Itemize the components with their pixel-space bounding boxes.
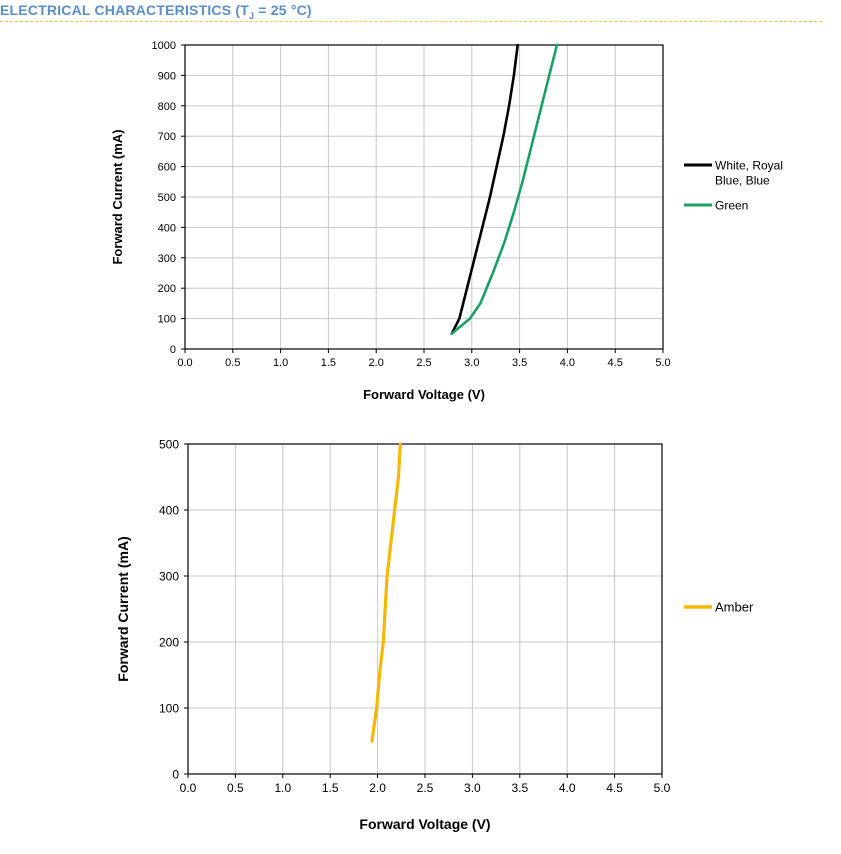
y-tick-label: 800 — [158, 101, 176, 113]
iv-chart-white-green: 0.0 0.5 1.0 1.5 2.0 2.5 3.0 3.5 4.0 4.5 5.0 0 100 200… — [110, 40, 783, 402]
y-tick-label: 700 — [158, 131, 176, 143]
x-tick-label: 1.0 — [274, 781, 291, 795]
y-tick-label: 100 — [159, 701, 179, 715]
y-tick-label: 400 — [158, 222, 176, 234]
x-tick-label: 2.0 — [369, 781, 386, 795]
series-line-green — [450, 43, 559, 336]
y-tick-label: 900 — [158, 70, 176, 82]
x-tick-label: 0.0 — [177, 357, 192, 369]
y-tick-label: 0 — [172, 767, 179, 781]
y-axis-title: Forward Current (mA) — [110, 129, 125, 264]
x-tick-label: 0.5 — [225, 357, 240, 369]
x-axis-title: Forward Voltage (V) — [359, 816, 490, 832]
x-tick-label: 4.0 — [559, 781, 576, 795]
y-tick-label: 400 — [159, 503, 179, 517]
y-tick-label: 300 — [158, 253, 176, 265]
y-tick-label: 1000 — [152, 40, 176, 52]
series-line-amber — [370, 442, 402, 743]
x-tick-label: 3.0 — [464, 781, 481, 795]
x-tick-label: 0.0 — [180, 781, 197, 795]
y-tick-label: 200 — [159, 635, 179, 649]
y-tick-label: 0 — [170, 344, 176, 356]
section-title: ELECTRICAL CHARACTERISTICS (TJ = 25 °C) — [0, 2, 312, 21]
y-tick-label: 500 — [159, 437, 179, 451]
legend-label-line: Amber — [715, 600, 754, 615]
x-tick-label: 4.5 — [606, 781, 623, 795]
x-tick-label: 1.0 — [273, 357, 288, 369]
y-tick-label: 300 — [159, 569, 179, 583]
x-tick-label: 1.5 — [321, 357, 336, 369]
y-tick-label: 100 — [158, 314, 176, 326]
legend-label-white-royal-blue-blue: White, Royal Blue, Blue — [715, 158, 783, 187]
x-tick-label: 2.0 — [369, 357, 384, 369]
legend-label-line: Blue, Blue — [715, 173, 770, 187]
x-tick-label: 0.5 — [227, 781, 244, 795]
y-tick-label: 200 — [158, 283, 176, 295]
x-tick-label: 5.0 — [654, 781, 671, 795]
legend-label-line: White, Royal — [715, 158, 783, 172]
x-tick-label: 4.0 — [560, 357, 575, 369]
x-tick-label: 5.0 — [655, 357, 670, 369]
legend-label-green: Green — [715, 198, 748, 212]
section-title-prefix: ELECTRICAL CHARACTERISTICS (T — [0, 2, 249, 18]
x-tick-label: 2.5 — [417, 781, 434, 795]
series-line-white-royal-blue-blue — [450, 43, 519, 336]
x-tick-label: 3.5 — [512, 357, 527, 369]
y-axis-title: Forward Current (mA) — [115, 536, 131, 681]
y-tick-label: 500 — [158, 192, 176, 204]
legend-label-amber: Amber — [715, 600, 754, 615]
section-title-suffix: = 25 °C) — [254, 2, 312, 18]
y-tick-label: 600 — [158, 162, 176, 174]
iv-chart-amber: 0.0 0.5 1.0 1.5 2.0 2.5 3.0 3.5 4.0 4.5 5.0 0 100 200… — [115, 437, 754, 832]
x-tick-label: 3.0 — [464, 357, 479, 369]
x-tick-label: 2.5 — [416, 357, 431, 369]
x-tick-label: 4.5 — [608, 357, 623, 369]
x-axis-title: Forward Voltage (V) — [363, 387, 485, 402]
section-title-subscript: J — [248, 10, 255, 21]
title-divider — [0, 21, 822, 22]
x-tick-label: 3.5 — [511, 781, 528, 795]
legend-label-line: Green — [715, 198, 748, 212]
x-tick-label: 1.5 — [322, 781, 339, 795]
